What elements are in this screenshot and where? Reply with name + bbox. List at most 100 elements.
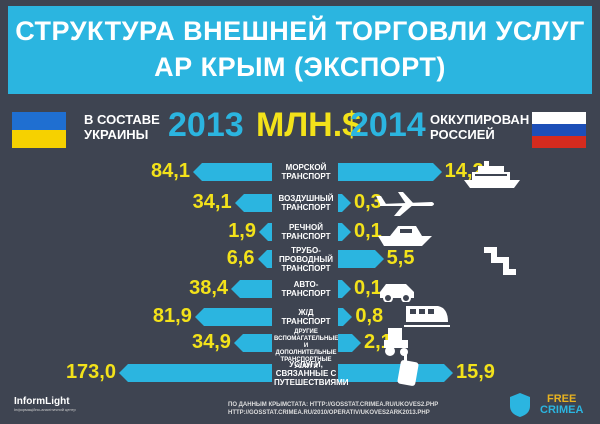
- bar-2014-chevron: [343, 308, 353, 326]
- category-label-line: РЕЧНОЙ: [288, 223, 324, 232]
- category-label: ДРУГИЕ ВСПОМАГАТЕЛЬНЫЕ И ДОПОЛНИТЕЛЬНЫЕ ТРА…: [274, 329, 338, 371]
- category-label-line: ПУТЕШЕСТВИЯМИ: [274, 377, 349, 387]
- bar-2014-chevron: [374, 250, 384, 268]
- cruise-ship-icon: [464, 161, 520, 188]
- russia-flag-icon: [532, 112, 586, 148]
- bar-2014-chevron: [342, 280, 351, 298]
- bar-2014-chevron: [432, 163, 442, 181]
- value-2013: 173,0: [65, 361, 116, 383]
- bar-2013: [128, 364, 272, 382]
- unit-label: МЛН.$: [256, 106, 362, 144]
- bar-2014: [338, 163, 433, 181]
- airplane-icon: [376, 192, 434, 216]
- informlight-logo: InformLight Інформаційно-аналітичний цен…: [14, 396, 76, 412]
- category-label-line: Ж/Д: [298, 308, 314, 317]
- category-label-line: ТРУБО-: [291, 245, 321, 255]
- category-label: ВОЗДУШНЫЙ ТРАНСПОРТ: [274, 194, 338, 212]
- bar-2013-chevron: [194, 308, 204, 326]
- category-label-line: ДОПОЛНИТЕЛЬНЫЕ: [275, 350, 337, 356]
- bar-2014: [338, 308, 344, 326]
- pipeline-icon: [484, 247, 516, 275]
- bar-2013: [266, 250, 272, 268]
- right-period-label: ОККУПИРОВАН РОССИЕЙ: [430, 112, 529, 142]
- bar-2014-chevron: [342, 223, 351, 241]
- category-label-line: ВСПОМАГАТЕЛЬНЫЕ И: [274, 336, 339, 349]
- bar-2014: [338, 250, 375, 268]
- suitcase-icon: [397, 352, 419, 386]
- free-crimea-line2: CRIMEA: [540, 404, 584, 416]
- value-2013: 34,1: [192, 191, 232, 213]
- value-2013: 81,9: [152, 305, 192, 327]
- left-period-label: В СОСТАВЕ УКРАИНЫ: [84, 112, 160, 142]
- category-label: РЕЧНОЙ ТРАНСПОРТ: [274, 223, 338, 241]
- value-2013: 34,9: [192, 331, 231, 353]
- bar-2013: [242, 334, 272, 352]
- category-label: ТРУБО- ПРОВОДНЫЙ ТРАНСПОРТ: [274, 246, 338, 273]
- value-2014: 0,1: [354, 220, 382, 242]
- bar-2013: [201, 163, 272, 181]
- bar-2014-chevron: [352, 334, 361, 352]
- category-label-line: ПРОВОДНЫЙ: [279, 254, 333, 264]
- free-crimea-line1: FREE: [547, 393, 577, 405]
- bar-2013: [240, 280, 272, 298]
- bar-2013: [268, 223, 272, 241]
- bar-2014: [338, 223, 342, 241]
- bar-2014-chevron: [342, 194, 351, 212]
- bar-2013-chevron: [192, 163, 202, 181]
- value-2014: 15,9: [456, 361, 495, 383]
- left-label-line2: УКРАИНЫ: [84, 127, 149, 142]
- category-label-line: ВОЗДУШНЫЙ: [278, 194, 334, 203]
- train-icon: [404, 306, 450, 327]
- page-title-line1: СТРУКТУРА ВНЕШНЕЙ ТОРГОВЛИ УСЛУГ: [15, 16, 585, 46]
- bar-2013-chevron: [231, 280, 241, 298]
- car-icon: [380, 284, 414, 302]
- informlight-logo-sub: Інформаційно-аналітичний центр: [14, 407, 76, 412]
- category-label-line: ТРАНСПОРТ: [281, 289, 331, 298]
- value-2014: 0,3: [354, 191, 382, 213]
- free-crimea-logo: FREE CRIMEA: [540, 394, 583, 416]
- source-line-1: ПО ДАННЫМ КРЫМСТАТА: HTTP://GOSSTAT.CRIM…: [228, 402, 439, 408]
- bar-2013-chevron: [233, 334, 243, 352]
- bar-2013-chevron: [234, 194, 244, 212]
- bar-2014: [338, 364, 444, 382]
- page-title-line2: АР КРЫМ (ЭКСПОРТ): [154, 52, 446, 82]
- category-label-line: ТРАНСПОРТ: [281, 232, 331, 241]
- category-label-line: ТРАНСПОРТ: [281, 317, 331, 326]
- category-label-line: АВТО-: [293, 280, 319, 289]
- category-label-line: СВЯЗАННЫЕ С: [275, 368, 337, 378]
- value-2013: 6,6: [226, 247, 255, 269]
- bar-2013: [243, 194, 272, 212]
- bar-2013-chevron: [119, 364, 128, 382]
- ukraine-flag-icon: [12, 112, 66, 148]
- bar-2013-chevron: [257, 250, 267, 268]
- bar-2013: [203, 308, 272, 326]
- boat-icon: [378, 226, 432, 246]
- category-label-line: ТРАНСПОРТ: [281, 172, 331, 181]
- crimea-emblem-icon: [510, 393, 530, 417]
- bar-2014: [338, 280, 342, 298]
- category-label: АВТО- ТРАНСПОРТ: [274, 280, 338, 298]
- bar-2014-chevron: [444, 364, 453, 382]
- category-label-line: ДРУГИЕ: [294, 329, 318, 335]
- value-2013: 38,4: [189, 277, 229, 299]
- tractor-icon: [384, 328, 408, 356]
- category-label: УСЛУГИ, СВЯЗАННЫЕ С ПУТЕШЕСТВИЯМИ: [274, 359, 349, 387]
- right-label-line1: ОККУПИРОВАН: [430, 112, 530, 127]
- bar-2014: [338, 334, 352, 352]
- right-year: 2014: [350, 106, 426, 144]
- value-2013: 1,9: [228, 220, 256, 242]
- category-label-line: ТРАНСПОРТ: [281, 263, 331, 273]
- category-label-line: ТРАНСПОРТ: [281, 203, 331, 212]
- category-label-line: УСЛУГИ,: [289, 359, 323, 369]
- value-2014: 0,8: [355, 305, 384, 327]
- right-label-line2: РОССИЕЙ: [430, 127, 495, 142]
- value-2014: 5,5: [386, 247, 415, 269]
- left-label-line1: В СОСТАВЕ: [84, 112, 160, 127]
- left-year: 2013: [168, 106, 244, 144]
- value-2013: 84,1: [151, 160, 190, 182]
- bar-2014: [338, 194, 342, 212]
- category-label-line: МОРСКОЙ: [285, 163, 327, 172]
- informlight-logo-text: InformLight: [14, 396, 70, 407]
- title-banner: [8, 6, 592, 94]
- category-label: Ж/Д ТРАНСПОРТ: [274, 308, 338, 326]
